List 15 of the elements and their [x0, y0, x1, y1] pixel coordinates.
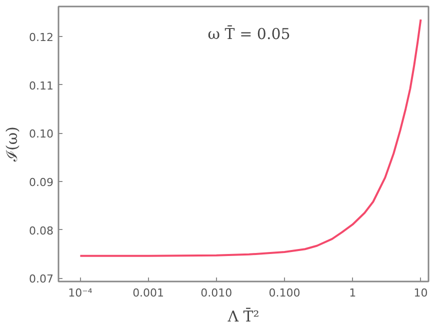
x-tick-label: 1: [349, 286, 356, 300]
y-tick-label: 0.09: [29, 176, 54, 189]
y-tick-label: 0.07: [29, 272, 54, 286]
x-tick-label: 10: [414, 286, 428, 300]
x-tick-label: 0.001: [132, 286, 164, 300]
x-tick-label: 0.010: [200, 286, 232, 300]
x-tick-label: 0.100: [268, 286, 300, 300]
x-axis-title: Λ T̄²: [226, 306, 260, 326]
y-tick-label: 0.10: [29, 128, 54, 141]
y-tick-label: 0.12: [29, 30, 54, 44]
x-tick-label: 10⁻⁴: [68, 286, 93, 300]
annotation: ω T̄ = 0.05: [208, 24, 290, 43]
y-tick-label: 0.11: [29, 79, 54, 92]
y-tick-label: 0.08: [29, 224, 54, 238]
y-axis-title: ℐ(ω): [3, 126, 22, 162]
